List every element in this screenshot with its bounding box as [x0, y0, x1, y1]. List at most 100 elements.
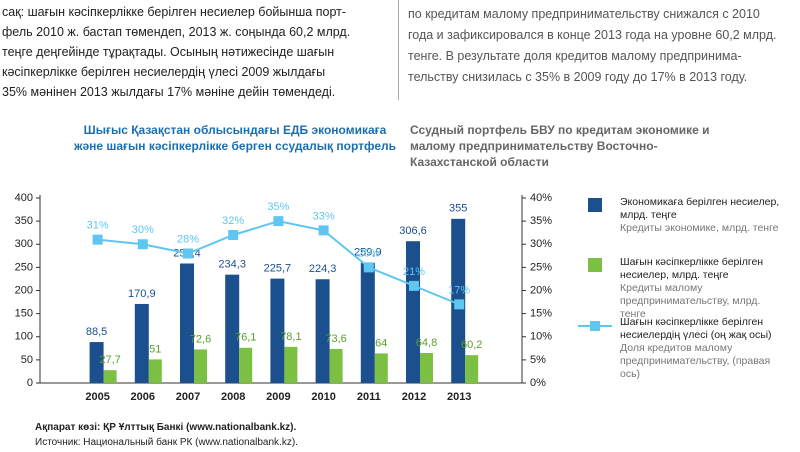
data-label: 30%: [132, 224, 154, 236]
data-label: 21%: [403, 266, 425, 278]
data-label: 78,1: [280, 331, 301, 343]
chart-title: Шығыс Қазақстан облысындағы ЕДБ экономик…: [73, 123, 397, 153]
bar: [420, 353, 433, 383]
bar: [103, 370, 117, 383]
legend-label: Шағын кәсіпкерлікке берілген несиелердің…: [620, 316, 772, 341]
marker: [454, 299, 465, 310]
bar: [239, 347, 253, 383]
legend-swatch: [588, 258, 602, 272]
bar: [329, 348, 343, 383]
bar: [406, 241, 420, 383]
legend-swatch: [588, 198, 602, 212]
article-line: теңге деңгейінде тұрақтады. Осының нәтиж…: [2, 45, 335, 59]
y-tick-label: 150: [15, 308, 33, 320]
marker: [318, 225, 329, 236]
x-tick-label: 2012: [402, 391, 426, 403]
bar: [180, 263, 194, 383]
data-label: 306,6: [399, 225, 427, 237]
data-label: 355: [449, 203, 467, 215]
y-tick-label: 350: [15, 215, 33, 227]
chart-subtitle: Ссудный портфель БВУ по кредитам экономи…: [410, 123, 710, 169]
data-label: 64: [375, 337, 387, 349]
legend-note: Кредиты экономике, млрд. тенге: [620, 222, 779, 234]
marker: [273, 216, 284, 227]
legend-note: Кредиты малому предпринимательству, млрд…: [620, 282, 761, 320]
legend-entry: Шағын кәсіпкерлікке берілген несиелер, м…: [620, 256, 780, 321]
legend-entry: Шағын кәсіпкерлікке берілген несиелердің…: [620, 316, 780, 381]
y-tick-label: 100: [15, 331, 33, 343]
data-label: 17%: [448, 284, 470, 296]
y2-tick-label: 35%: [530, 215, 552, 227]
marker: [363, 262, 374, 273]
data-label: 28%: [177, 233, 199, 245]
bar: [134, 303, 149, 383]
bar: [270, 278, 285, 383]
data-label: 259,9: [354, 247, 382, 259]
legend-entry: Экономикаға берілген несиелер, млрд. тең…: [620, 196, 780, 235]
data-label: 225,7: [264, 263, 292, 275]
y-tick-label: 200: [15, 284, 33, 296]
data-label: 73,6: [325, 333, 346, 345]
article-line: тенге. В результате доля кредитов малому…: [408, 49, 742, 63]
x-tick-label: 2013: [447, 391, 471, 403]
y2-tick-label: 25%: [530, 261, 552, 273]
article-line: фель 2010 ж. бастап төмендеп, 2013 ж. со…: [2, 25, 351, 39]
y-tick-label: 300: [15, 238, 33, 250]
article-line: 35% мәнінен 2013 жылдағы 17% мәніне дейі…: [2, 85, 336, 99]
y2-tick-label: 20%: [530, 284, 552, 296]
y-tick-label: 400: [15, 192, 33, 204]
data-label: 51: [149, 343, 161, 355]
data-label: 64,8: [416, 337, 437, 349]
data-label: 234,3: [218, 259, 246, 271]
divider: [398, 0, 399, 100]
y2-tick-label: 40%: [530, 192, 552, 204]
source: Ақпарат көзі: ҚР Ұлттық Банкі (www.natio…: [35, 422, 297, 433]
marker: [183, 248, 193, 259]
x-tick-label: 2010: [311, 391, 335, 403]
bar: [225, 274, 240, 383]
bar: [315, 279, 330, 383]
article-line: кәсіпкерлікке берілген несиелердің үлесі…: [2, 65, 326, 79]
bar: [284, 346, 298, 383]
y2-tick-label: 0%: [530, 377, 546, 389]
legend-marker: [590, 321, 600, 331]
legend-label: Экономикаға берілген несиелер, млрд. тең…: [620, 196, 780, 221]
data-label: 32%: [222, 215, 244, 227]
x-tick-label: 2011: [357, 391, 381, 403]
marker: [137, 239, 148, 250]
y2-tick-label: 5%: [530, 354, 546, 366]
data-label: 31%: [87, 220, 109, 232]
article-line: тельству снизилась с 35% в 2009 году до …: [408, 70, 748, 84]
x-tick-label: 2006: [131, 391, 155, 403]
data-label: 60,2: [461, 339, 482, 351]
data-label: 76,1: [235, 332, 256, 344]
data-label: 88,5: [86, 326, 107, 338]
legend-label: Шағын кәсіпкерлікке берілген несиелер, м…: [620, 256, 764, 281]
data-label: 35%: [267, 201, 289, 213]
marker: [228, 230, 239, 240]
data-label: 72,6: [190, 333, 211, 345]
data-label: 33%: [313, 210, 335, 222]
source: Источник: Национальный банк РК (www.nati…: [35, 437, 298, 448]
y-tick-label: 0: [27, 377, 33, 389]
bar: [194, 349, 207, 383]
article-line: по кредитам малому предпринимательству с…: [408, 7, 760, 21]
y2-tick-label: 10%: [530, 331, 552, 343]
marker: [92, 234, 103, 245]
bar: [374, 353, 388, 383]
y2-tick-label: 30%: [530, 238, 552, 250]
bar: [465, 355, 479, 383]
x-tick-label: 2007: [176, 391, 200, 403]
y-tick-label: 250: [15, 261, 33, 273]
bar: [89, 342, 104, 383]
y-tick-label: 50: [21, 354, 33, 366]
x-tick-label: 2009: [266, 391, 290, 403]
marker: [409, 280, 419, 291]
x-tick-label: 2005: [85, 391, 109, 403]
legend-note: Доля кредитов малому предпринимательству…: [620, 342, 771, 380]
bar: [148, 359, 162, 383]
bar: [360, 262, 375, 383]
article-line: сақ: шағын кәсіпкерлікке берілген несиел…: [2, 5, 347, 19]
